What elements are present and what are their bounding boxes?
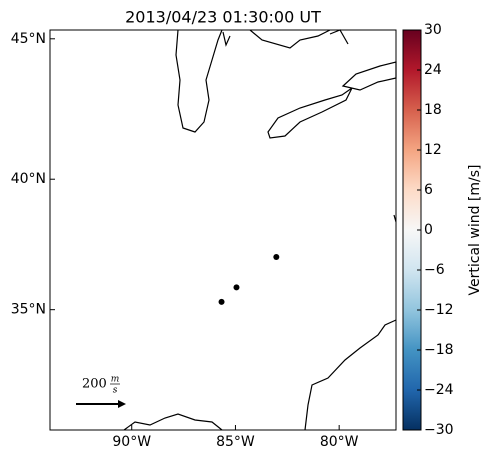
- map-frame: [49, 29, 397, 431]
- quiver-key-unit: s: [113, 386, 118, 396]
- quiver-key-value: 200: [82, 377, 107, 392]
- chart-title: 2013/04/23 01:30:00 UT: [125, 8, 321, 27]
- y-tick-label: 35°N: [11, 302, 46, 318]
- colorbar-tick-label: −6: [424, 262, 445, 278]
- colorbar-tick-label: 18: [424, 102, 442, 118]
- y-tick-label: 40°N: [11, 171, 46, 187]
- colorbar-tick-label: 6: [424, 182, 433, 198]
- y-tick-label: 45°N: [11, 31, 46, 47]
- colorbar-tick-label: 24: [424, 62, 442, 78]
- colorbar-tick-label: −24: [424, 382, 454, 398]
- point: [218, 298, 225, 305]
- quiver-key-arrowhead: [118, 400, 126, 408]
- x-tick-label: 85°W: [216, 434, 255, 450]
- x-tick-label: 80°W: [320, 434, 359, 450]
- colorbar-tick-label: −12: [424, 302, 454, 318]
- colorbar-label: Vertical wind [m/s]: [467, 165, 483, 296]
- colorbar-tick-label: −30: [424, 422, 454, 438]
- colorbar-tick-label: 12: [424, 142, 442, 158]
- x-tick-label: 90°W: [112, 434, 151, 450]
- quiver-key-unit: m: [111, 375, 120, 385]
- point: [233, 284, 240, 291]
- colorbar-tick-label: 30: [424, 22, 442, 38]
- colorbar-tick-label: 0: [424, 222, 433, 238]
- colorbar-tick-label: −18: [424, 342, 454, 358]
- point: [273, 253, 280, 260]
- coastlines: [123, 29, 397, 431]
